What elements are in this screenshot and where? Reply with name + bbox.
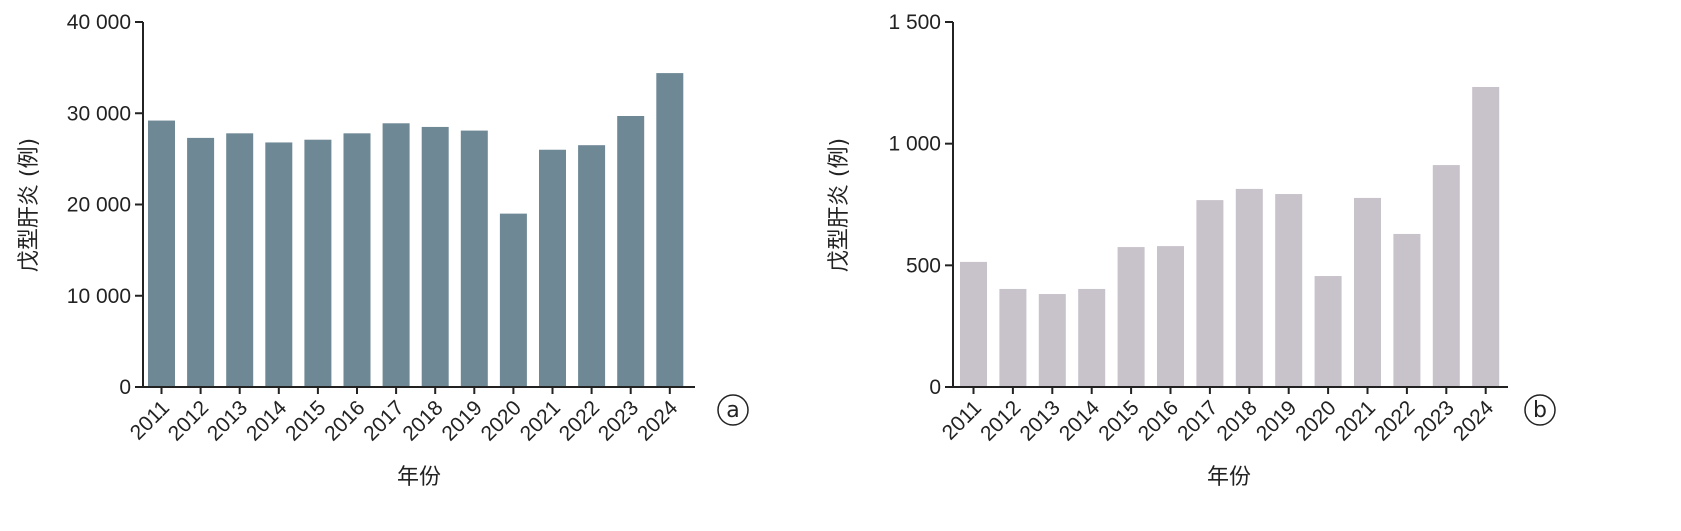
y-tick-label: 1 000 [888, 133, 941, 156]
x-tick-label: 2022 [555, 396, 604, 445]
x-tick-label: 2015 [281, 396, 330, 445]
bar-2020 [499, 213, 527, 387]
bar-2024 [1472, 86, 1500, 387]
bar-2023 [617, 115, 645, 388]
bar-2019 [460, 130, 488, 387]
x-tick-label: 2013 [203, 396, 252, 445]
x-tick-label: 2011 [126, 396, 174, 444]
bar-2014 [265, 142, 293, 387]
x-tick-label: 2013 [1016, 396, 1065, 445]
bar-2017 [1196, 200, 1224, 387]
x-tick-label: 2016 [320, 396, 369, 445]
chart-panel-a: 2011201220132014201520162017201820192020… [17, 11, 749, 490]
x-tick-label: 2018 [398, 396, 447, 445]
bar-2024 [656, 73, 684, 387]
x-tick-label: 2014 [1055, 396, 1105, 446]
x-tick-label: 2023 [594, 396, 643, 445]
bar-2017 [382, 123, 410, 387]
x-tick-label: 2016 [1134, 396, 1183, 445]
x-tick-label: 2024 [633, 396, 683, 446]
x-tick-label: 2022 [1370, 396, 1419, 445]
y-tick-label: 30 000 [67, 102, 131, 125]
x-axis-label: 年份 [397, 465, 441, 490]
x-tick-label: 2019 [1252, 396, 1301, 445]
y-tick-label: 20 000 [67, 194, 131, 217]
bar-2012 [187, 137, 215, 387]
panel-label: a [726, 398, 739, 423]
x-tick-label: 2020 [477, 396, 526, 445]
x-tick-label: 2017 [359, 396, 408, 445]
panel-label-circle [717, 394, 749, 426]
bar-2013 [1038, 294, 1066, 387]
x-tick-label: 2021 [516, 396, 565, 445]
y-tick-label: 500 [906, 254, 941, 277]
bar-2020 [1314, 276, 1342, 387]
x-tick-label: 2014 [242, 396, 292, 446]
x-tick-label: 2020 [1291, 396, 1340, 445]
y-tick-label: 0 [119, 376, 131, 399]
bar-2016 [343, 133, 371, 387]
bar-2021 [1354, 197, 1381, 387]
panel-label: b [1533, 398, 1547, 423]
bar-2011 [960, 261, 987, 387]
x-tick-label: 2018 [1213, 396, 1262, 445]
x-tick-label: 2019 [438, 396, 487, 445]
x-tick-label: 2012 [164, 396, 213, 445]
x-tick-label: 2011 [938, 396, 986, 444]
bar-2013 [226, 133, 254, 387]
chart-panel-b: 2011201220132014201520162017201820192020… [827, 11, 1556, 490]
x-tick-label: 2023 [1410, 396, 1459, 445]
y-tick-label: 10 000 [67, 285, 131, 308]
x-tick-label: 2024 [1449, 396, 1499, 446]
bar-2018 [1235, 188, 1263, 387]
panel-label-circle [1524, 394, 1556, 426]
x-tick-label: 2021 [1331, 396, 1380, 445]
x-tick-label: 2017 [1173, 396, 1222, 445]
bar-2018 [421, 126, 449, 387]
bar-2021 [539, 149, 566, 387]
y-tick-label: 40 000 [67, 11, 131, 34]
bar-2023 [1432, 165, 1460, 387]
bar-2011 [148, 120, 175, 388]
bar-2015 [1117, 247, 1145, 387]
y-tick-label: 0 [929, 376, 941, 399]
y-tick-label: 1 500 [888, 11, 941, 34]
bar-2012 [999, 288, 1027, 387]
x-tick-label: 2012 [976, 396, 1025, 445]
y-axis-label: 戊型肝炎 (例) [17, 138, 42, 272]
bar-2022 [578, 145, 606, 387]
bar-2016 [1157, 246, 1184, 387]
x-axis-label: 年份 [1207, 465, 1251, 490]
x-tick-label: 2015 [1094, 396, 1143, 445]
bar-2022 [1393, 233, 1421, 387]
bar-2015 [304, 139, 332, 387]
bar-2014 [1078, 288, 1106, 387]
bar-2019 [1275, 194, 1303, 387]
y-axis-label: 戊型肝炎 (例) [827, 138, 852, 272]
